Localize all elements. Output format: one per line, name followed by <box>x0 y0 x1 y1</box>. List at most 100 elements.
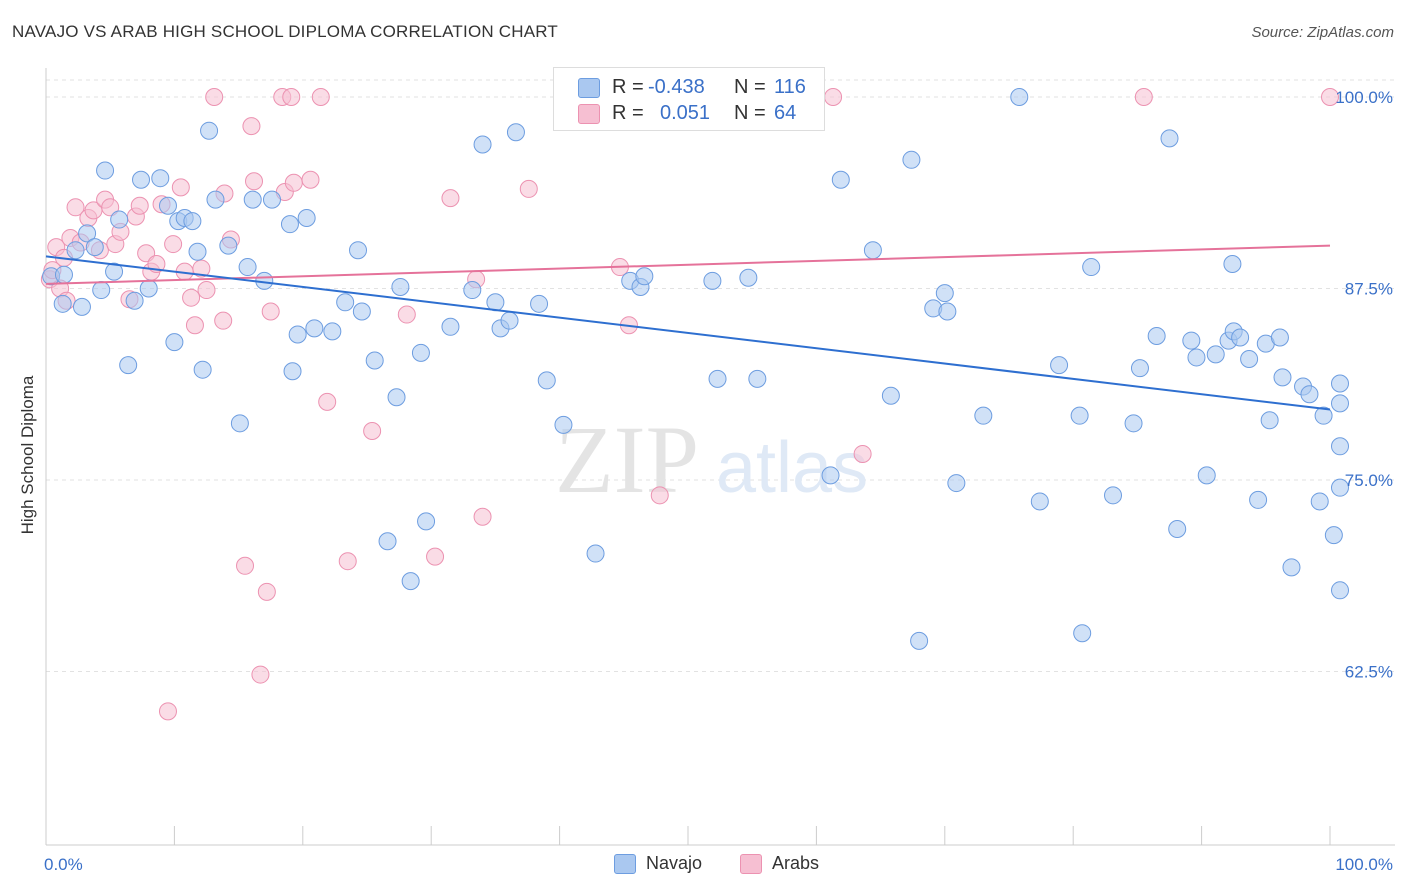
arabs-point <box>192 259 211 278</box>
navajo-point <box>554 415 573 434</box>
arabs-point <box>101 198 120 217</box>
arabs-point <box>214 311 233 330</box>
arabs-point <box>363 421 382 440</box>
navajo-point <box>1240 349 1259 368</box>
y-tick-label: 87.5% <box>1345 280 1393 299</box>
arabs-point <box>171 178 190 197</box>
arabs-point <box>338 552 357 571</box>
navajo-point <box>463 281 482 300</box>
y-axis-label: High School Diploma <box>18 375 37 535</box>
navajo-point <box>387 388 406 407</box>
navajo-point <box>530 294 549 313</box>
navajo-point <box>352 302 371 321</box>
arabs-point <box>182 288 201 307</box>
navajo-point <box>586 544 605 563</box>
y-tick-label: 62.5% <box>1345 663 1393 682</box>
navajo-point <box>1124 414 1143 433</box>
navajo-point <box>1030 492 1049 511</box>
arabs-point <box>1321 88 1339 106</box>
navajo-point <box>219 236 238 255</box>
navajo-point <box>1270 328 1289 347</box>
navajo-point <box>323 322 342 341</box>
arabs-point <box>473 507 492 526</box>
navajo-point <box>188 242 207 261</box>
navajo-point <box>506 123 525 142</box>
navajo-point <box>1231 328 1250 347</box>
navajo-point <box>125 291 144 310</box>
navajo-point <box>910 631 929 650</box>
arabs-trend-line <box>45 244 1331 285</box>
navajo-point <box>1168 520 1187 539</box>
navajo-point <box>1070 406 1089 425</box>
arabs-point <box>519 179 538 198</box>
arabs-point <box>245 172 264 191</box>
navajo-point <box>1187 348 1206 367</box>
navajo-point <box>974 406 993 425</box>
arabs-point <box>197 281 216 300</box>
arabs-point <box>441 189 460 208</box>
navajo-point <box>105 262 124 281</box>
navajo-point <box>238 258 257 277</box>
arabs-point <box>242 117 261 136</box>
navajo-point <box>537 371 556 390</box>
arabs-point <box>236 556 255 575</box>
navajo-point <box>1324 526 1343 545</box>
navajo-r-value: -0.438 <box>648 76 705 98</box>
navajo-point <box>262 190 281 209</box>
arabs-r-label: R = <box>612 102 644 124</box>
navajo-point <box>401 572 420 591</box>
navajo-point <box>193 360 212 379</box>
arabs-legend-swatch <box>740 854 762 874</box>
navajo-n-label: N = <box>734 76 766 98</box>
y-tick-label: 75.0% <box>1345 471 1393 490</box>
navajo-point <box>92 281 111 300</box>
navajo-point <box>280 215 299 234</box>
navajo-point <box>305 319 324 338</box>
arabs-point <box>397 305 416 324</box>
navajo-point <box>1314 406 1333 425</box>
navajo-point <box>110 210 129 229</box>
navajo-point <box>473 135 492 154</box>
navajo-point <box>72 297 91 316</box>
navajo-point <box>821 466 840 485</box>
navajo-point <box>132 170 151 189</box>
navajo-point <box>947 474 966 493</box>
source-label: Source: ZipAtlas.com <box>1251 24 1394 41</box>
navajo-point <box>1160 129 1179 148</box>
navajo-point <box>283 362 302 381</box>
arabs-point <box>311 88 330 106</box>
navajo-point <box>349 241 368 260</box>
arabs-point <box>282 88 301 106</box>
arabs-point <box>251 665 270 684</box>
navajo-point <box>739 268 758 287</box>
navajo-point <box>200 121 219 140</box>
arabs-point <box>164 235 183 254</box>
navajo-point <box>703 271 722 290</box>
navajo-point <box>365 351 384 370</box>
navajo-point <box>53 294 72 313</box>
navajo-point <box>417 512 436 531</box>
navajo-point <box>1331 478 1349 497</box>
navajo-point <box>158 196 177 215</box>
navajo-point <box>1010 88 1029 106</box>
navajo-point <box>1282 558 1301 577</box>
navajo-point <box>391 277 410 296</box>
navajo-point <box>708 369 727 388</box>
navajo-point <box>96 161 115 180</box>
correlation-legend: R = -0.438 N = 116 R = 0.051 N = 64 <box>553 67 825 131</box>
tick-labels: 62.5% 75.0% 87.5% 100.0% 0.0% 100.0% <box>44 88 1393 874</box>
watermark: ZIP atlas <box>555 406 868 513</box>
navajo-point <box>938 302 957 321</box>
navajo-point <box>635 267 654 286</box>
navajo-r-label: R = <box>612 76 644 98</box>
navajo-point <box>1223 254 1242 273</box>
navajo-point <box>66 241 85 260</box>
navajo-point <box>411 343 430 362</box>
arabs-point <box>426 547 445 566</box>
navajo-point <box>1331 374 1349 393</box>
arabs-point <box>66 198 85 217</box>
arabs-swatch <box>578 104 600 124</box>
navajo-point <box>119 356 138 375</box>
navajo-point <box>1310 492 1329 511</box>
navajo-point <box>1273 368 1292 387</box>
